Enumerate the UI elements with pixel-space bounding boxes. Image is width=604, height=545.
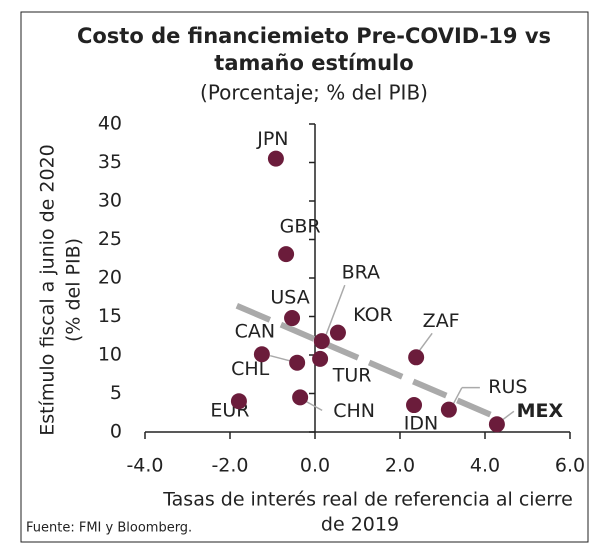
leader-line — [501, 410, 515, 421]
point — [292, 389, 309, 406]
point-label: MEX — [517, 400, 564, 422]
point-label: RUS — [488, 376, 527, 398]
point — [312, 350, 329, 367]
point — [230, 393, 247, 410]
point-label: USA — [270, 287, 309, 309]
point-label: IDN — [404, 413, 438, 435]
chart-title: Costo de financiemieto Pre-COVID-19 vs — [77, 24, 551, 48]
leader-line — [417, 332, 433, 353]
y-tick-label: 15 — [98, 305, 122, 327]
point — [440, 401, 457, 418]
x-tick-label: 4.0 — [470, 455, 500, 477]
y-tick-label: 0 — [110, 421, 122, 443]
point — [329, 324, 346, 341]
point — [313, 333, 330, 350]
point — [408, 349, 425, 366]
y-tick-label: 20 — [98, 267, 122, 289]
point — [488, 416, 505, 433]
point-label: CHL — [231, 358, 270, 380]
point — [253, 346, 270, 363]
point-label: CAN — [235, 321, 275, 343]
frame — [20, 11, 589, 543]
point — [278, 246, 295, 263]
chart-title: tamaño estímulo — [214, 51, 413, 75]
x-tick-label: -2.0 — [211, 455, 248, 477]
leader-line — [324, 284, 346, 339]
leader-line — [303, 399, 323, 412]
chart-subtitle: (Porcentaje; % del PIB) — [200, 81, 428, 105]
x-tick-label: 2.0 — [385, 455, 415, 477]
y-tick-label: 25 — [98, 228, 122, 250]
y-tick-label: 10 — [98, 344, 122, 366]
point-label: ZAF — [423, 310, 460, 332]
point-label: BRA — [342, 262, 380, 284]
y-tick-label: 40 — [98, 113, 122, 135]
y-tick-label: 30 — [98, 190, 122, 212]
leader-line — [269, 354, 294, 363]
x-axis-label: Tasas de interés real de referencia al c… — [162, 489, 573, 511]
source: Fuente: FMI y Bloomberg. — [26, 521, 192, 536]
point — [284, 310, 301, 327]
x-tick-label: 0.0 — [300, 455, 330, 477]
point — [289, 354, 306, 371]
y-tick-label: 5 — [110, 382, 122, 404]
x-axis-label: de 2019 — [321, 514, 399, 536]
point — [267, 150, 284, 167]
point-label: CHN — [333, 400, 375, 422]
y-axis-label: (% del PIB) — [63, 238, 85, 342]
y-tick-label: 35 — [98, 151, 122, 173]
y-axis-label: Estímulo fiscal a junio de 2020 — [37, 144, 59, 436]
x-tick-label: -4.0 — [126, 455, 163, 477]
point-label: GBR — [280, 216, 321, 238]
point-label: KOR — [353, 304, 393, 326]
point-label: TUR — [332, 364, 372, 386]
point-label: JPN — [256, 128, 288, 150]
x-tick-label: 6.0 — [555, 455, 585, 477]
point — [406, 397, 423, 414]
